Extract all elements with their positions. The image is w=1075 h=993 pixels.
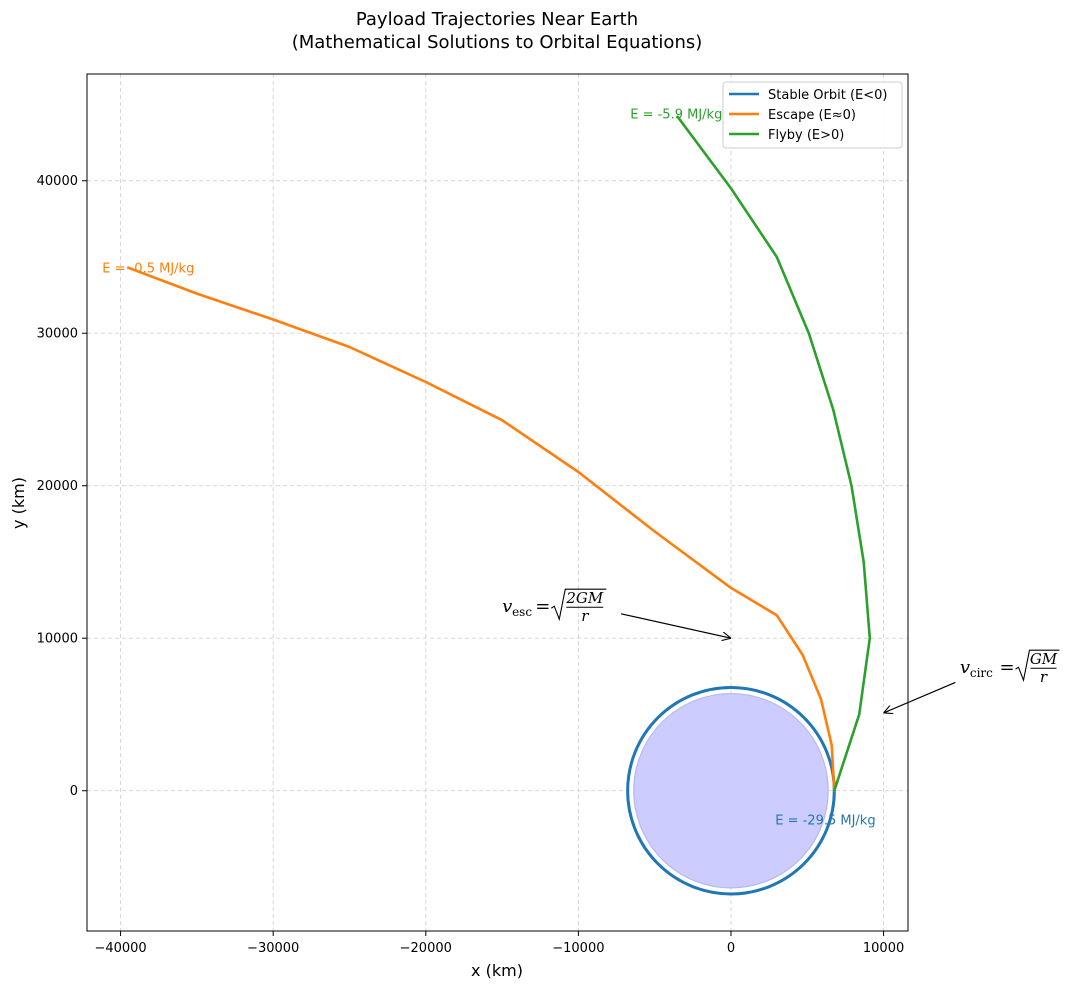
chart-title: Payload Trajectories Near Earth	[356, 9, 638, 30]
formula-subscript: circ	[970, 666, 993, 680]
plot-frame	[86, 73, 909, 932]
series-energy-label: E = -5.9 MJ/kg	[630, 108, 722, 123]
y-tick-label: 10000	[37, 632, 78, 647]
grid	[87, 74, 908, 931]
formula-symbol: v	[960, 657, 970, 678]
axis-ticks: −40000 −30000 −20000 −10000 0 10000 0 10000 2000…	[37, 174, 905, 956]
x-axis-label: x (km)	[471, 961, 523, 980]
escape-trajectory-line	[126, 266, 836, 793]
legend-label: Escape (E≈0)	[768, 108, 856, 123]
x-tick-label: 0	[727, 941, 735, 956]
circular-velocity-formula: v circ = GMr	[960, 649, 1060, 686]
y-tick-label: 40000	[37, 174, 78, 189]
x-tick-label: −20000	[400, 941, 452, 956]
earth-disk	[633, 692, 829, 889]
formula-denominator: r	[1040, 668, 1048, 686]
flyby-trajectory-line	[676, 115, 872, 793]
x-tick-label: 10000	[863, 941, 904, 956]
y-axis-label: y (km)	[9, 477, 28, 529]
legend-label: Flyby (E>0)	[768, 128, 844, 143]
sqrt-sign	[550, 588, 607, 622]
circular-velocity-arrow	[884, 681, 956, 712]
plot-area: E = -29.5 MJ/kg E = -0.5 MJ/kg E = -5.9 MJ…	[102, 108, 876, 896]
escape-velocity-arrow	[620, 613, 731, 638]
x-tick-label: −30000	[247, 941, 299, 956]
series-energy-label: E = -29.5 MJ/kg	[775, 814, 875, 829]
formula-denominator: r	[581, 607, 589, 625]
series-energy-label: E = -0.5 MJ/kg	[102, 262, 194, 277]
legend-label: Stable Orbit (E<0)	[768, 88, 888, 103]
y-tick-label: 30000	[37, 327, 78, 342]
y-tick-label: 20000	[37, 479, 78, 494]
x-tick-label: −40000	[94, 941, 146, 956]
formula-numerator: GM	[1030, 650, 1058, 668]
legend: Stable Orbit (E<0) Escape (E≈0) Flyby (E>0…	[722, 81, 903, 149]
formula-symbol: v	[502, 596, 512, 617]
legend-box	[722, 81, 903, 149]
formula-equals: =	[999, 657, 1014, 678]
chart-subtitle: (Mathematical Solutions to Orbital Equat…	[292, 32, 703, 53]
formula-equals: =	[535, 596, 550, 617]
formula-numerator: 2GM	[565, 589, 604, 607]
sqrt-sign	[1015, 649, 1060, 683]
formula-subscript: esc	[512, 605, 532, 619]
x-tick-label: −10000	[552, 941, 604, 956]
y-tick-label: 0	[70, 784, 78, 799]
